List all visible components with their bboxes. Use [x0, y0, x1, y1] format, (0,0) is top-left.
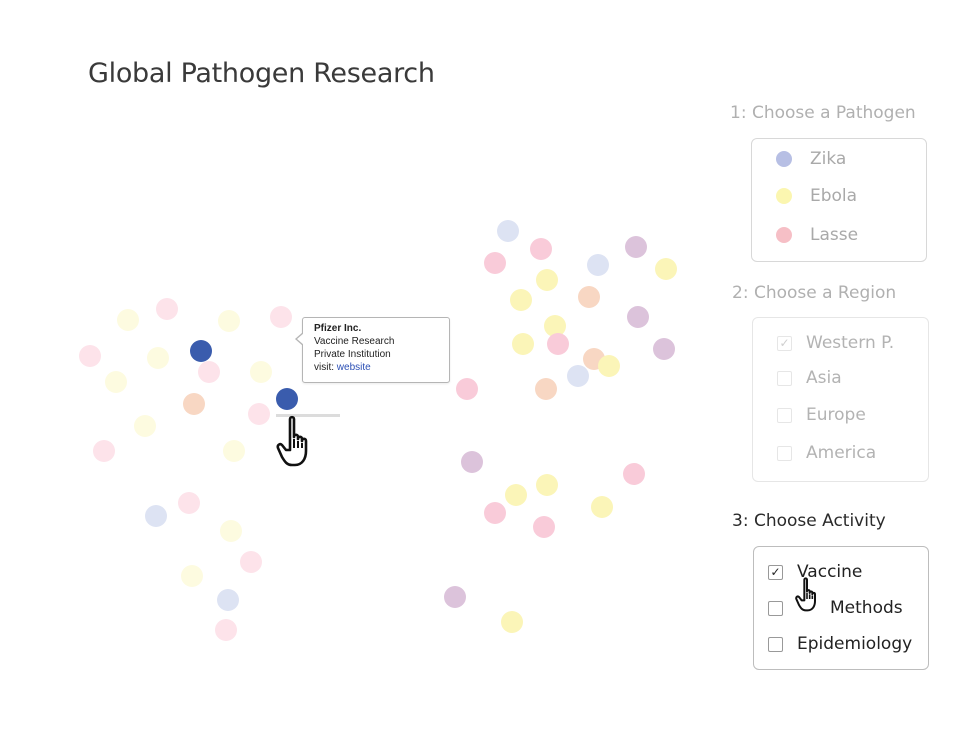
region-option-europe[interactable]: Europe — [777, 405, 866, 425]
legend-label-ebola: Ebola — [810, 186, 858, 206]
institution-dot[interactable] — [484, 252, 506, 274]
institution-dot[interactable] — [501, 611, 523, 633]
region-option-asia[interactable]: Asia — [777, 368, 842, 388]
institution-dot[interactable] — [145, 505, 167, 527]
institution-dot[interactable] — [217, 589, 239, 611]
institution-dot[interactable] — [178, 492, 200, 514]
activity-label-epidemiology: Epidemiology — [797, 634, 913, 654]
pathogen-legend-box: Zika Ebola Lasse — [751, 138, 927, 262]
institution-dot[interactable] — [93, 440, 115, 462]
region-label-america: America — [806, 443, 877, 463]
ebola-swatch-icon — [776, 188, 792, 204]
activity-label-methods: Methods — [830, 598, 903, 618]
institution-dot[interactable] — [587, 254, 609, 276]
institution-dot[interactable] — [535, 378, 557, 400]
legend-item-ebola[interactable]: Ebola — [776, 186, 857, 206]
institution-dot[interactable] — [250, 361, 272, 383]
region-label-europe: Europe — [806, 405, 866, 425]
institution-dot[interactable] — [484, 502, 506, 524]
lasse-swatch-icon — [776, 227, 792, 243]
institution-dot[interactable] — [578, 286, 600, 308]
institution-dot[interactable] — [156, 298, 178, 320]
tooltip-visit-line: visit: website — [314, 361, 449, 374]
institution-dot[interactable] — [181, 565, 203, 587]
institution-dot[interactable] — [536, 474, 558, 496]
institution-dot[interactable] — [627, 306, 649, 328]
institution-dot[interactable] — [147, 347, 169, 369]
institution-dot[interactable] — [598, 355, 620, 377]
tooltip-arrow-inner — [297, 333, 304, 345]
zika-swatch-icon — [776, 151, 792, 167]
institution-dot[interactable] — [218, 310, 240, 332]
institution-dot[interactable] — [456, 378, 478, 400]
institution-dot[interactable] — [223, 440, 245, 462]
legend-item-zika[interactable]: Zika — [776, 149, 846, 169]
activity-checkbox-vaccine[interactable]: ✓ — [768, 564, 783, 580]
region-checkbox-europe[interactable] — [777, 407, 792, 423]
region-heading: 2: Choose a Region — [732, 283, 897, 303]
region-checkbox-western[interactable]: ✓ — [777, 335, 792, 351]
activity-option-methods[interactable]: Methods — [768, 598, 903, 618]
institution-dot[interactable] — [567, 365, 589, 387]
activity-option-epidemiology[interactable]: Epidemiology — [768, 634, 912, 654]
institution-dot[interactable] — [497, 220, 519, 242]
institution-dot[interactable] — [536, 269, 558, 291]
institution-dot[interactable] — [270, 306, 292, 328]
institution-dot[interactable] — [198, 361, 220, 383]
tooltip-institution-name: Pfizer Inc. — [314, 323, 362, 334]
tooltip-research-type: Vaccine Research — [314, 336, 395, 347]
institution-dot[interactable] — [79, 345, 101, 367]
legend-item-lasse[interactable]: Lasse — [776, 225, 858, 245]
institution-tooltip: Pfizer Inc. Vaccine Research Private Ins… — [295, 317, 450, 383]
activity-filter-box: ✓ Vaccine Methods Epidemiology — [753, 546, 929, 670]
pointer-cursor-icon — [795, 577, 816, 612]
legend-label-zika: Zika — [810, 149, 847, 169]
institution-dot[interactable] — [623, 463, 645, 485]
institution-dot[interactable] — [591, 496, 613, 518]
institution-dot[interactable] — [653, 338, 675, 360]
region-checkbox-asia[interactable] — [777, 370, 792, 386]
institution-dot[interactable] — [655, 258, 677, 280]
institution-dot[interactable] — [183, 393, 205, 415]
region-option-america[interactable]: America — [777, 443, 876, 463]
institution-dot[interactable] — [215, 619, 237, 641]
page-title: Global Pathogen Research — [88, 58, 435, 89]
region-checkbox-america[interactable] — [777, 445, 792, 461]
institution-dot[interactable] — [220, 520, 242, 542]
institution-dot[interactable] — [544, 315, 566, 337]
institution-dot[interactable] — [461, 451, 483, 473]
institution-dot[interactable] — [444, 586, 466, 608]
hand-cursor-icon — [276, 415, 308, 467]
pathogen-heading: 1: Choose a Pathogen — [730, 103, 916, 123]
institution-dot[interactable] — [547, 333, 569, 355]
institution-dot[interactable] — [530, 238, 552, 260]
institution-dot-selected[interactable] — [276, 388, 298, 410]
institution-dot[interactable] — [505, 484, 527, 506]
legend-label-lasse: Lasse — [810, 225, 859, 245]
activity-option-vaccine[interactable]: ✓ Vaccine — [768, 562, 862, 582]
activity-label-vaccine: Vaccine — [797, 562, 863, 582]
hover-indicator-bar — [276, 414, 340, 417]
region-filter-box: ✓ Western P. Asia Europe America — [752, 317, 929, 482]
institution-dot[interactable] — [512, 333, 534, 355]
institution-dot-selected[interactable] — [190, 340, 212, 362]
activity-checkbox-methods[interactable] — [768, 600, 783, 616]
tooltip-institution-type: Private Institution — [314, 349, 391, 360]
region-label-western: Western P. — [806, 333, 895, 353]
institution-dot[interactable] — [248, 403, 270, 425]
institution-dot[interactable] — [105, 371, 127, 393]
region-option-western[interactable]: ✓ Western P. — [777, 333, 894, 353]
institution-dot[interactable] — [625, 236, 647, 258]
institution-dot[interactable] — [240, 551, 262, 573]
institution-dot[interactable] — [533, 516, 555, 538]
institution-dot[interactable] — [134, 415, 156, 437]
institution-dot[interactable] — [117, 309, 139, 331]
institution-dot[interactable] — [510, 289, 532, 311]
activity-heading: 3: Choose Activity — [732, 511, 886, 531]
tooltip-website-link[interactable]: website — [336, 362, 371, 373]
activity-checkbox-epidemiology[interactable] — [768, 636, 783, 652]
tooltip-visit-label: visit: — [314, 362, 334, 373]
region-label-asia: Asia — [806, 368, 842, 388]
